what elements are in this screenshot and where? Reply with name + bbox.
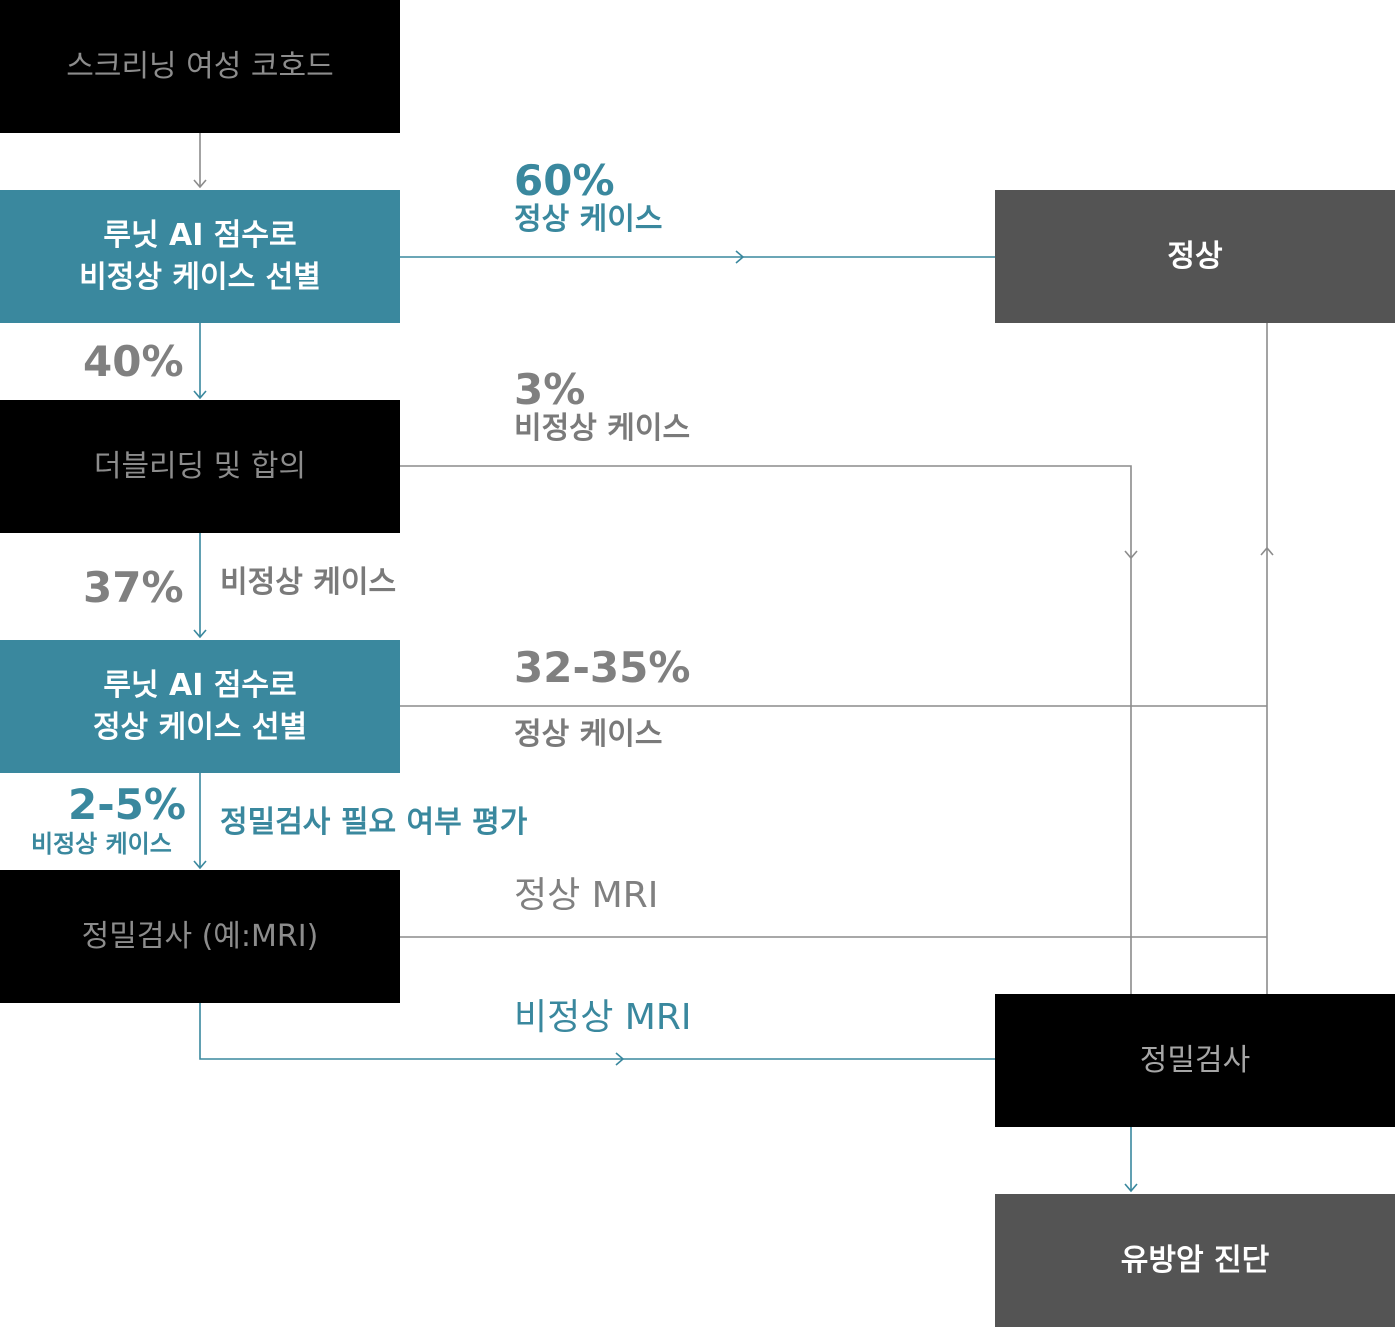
label-3-pct: 3% <box>514 365 586 414</box>
node-diagnosis: 유방암 진단 <box>995 1194 1395 1327</box>
label-2-5-abnormal-case: 비정상 케이스 <box>31 830 172 858</box>
node-workup-right: 정밀검사 <box>995 994 1395 1127</box>
label-normal-mri: 정상 MRI <box>514 875 659 916</box>
arrowhead <box>193 390 207 400</box>
node-workup-mri: 정밀검사 (예:MRI) <box>0 870 400 1003</box>
label-32-35-normal-case: 정상 케이스 <box>514 717 663 752</box>
arrowhead <box>1260 546 1274 556</box>
arrowhead <box>735 250 745 264</box>
node-normal: 정상 <box>995 190 1395 323</box>
label-37-pct: 37% <box>83 563 184 612</box>
edge-double-to-workup <box>400 465 1132 994</box>
node-ai-abnormal-selection: 루닛 AI 점수로 비정상 케이스 선별 <box>0 190 400 323</box>
label-37-abnormal-case: 비정상 케이스 <box>220 565 397 600</box>
arrowhead <box>193 629 207 639</box>
label-2-5-pct: 2-5% <box>68 780 186 829</box>
arrowhead <box>193 179 207 189</box>
label-32-35-pct: 32-35% <box>514 643 691 692</box>
label-3-abnormal-case: 비정상 케이스 <box>514 411 691 446</box>
arrowhead <box>1124 550 1138 560</box>
label-abnormal-mri: 비정상 MRI <box>514 997 692 1038</box>
node-ai-normal-selection: 루닛 AI 점수로 정상 케이스 선별 <box>0 640 400 773</box>
label-workup-evaluation: 정밀검사 필요 여부 평가 <box>220 805 528 840</box>
node-double-reading: 더블리딩 및 합의 <box>0 400 400 533</box>
label-40-pct: 40% <box>83 337 184 386</box>
node-cohort: 스크리닝 여성 코호드 <box>0 0 400 133</box>
arrowhead <box>615 1052 625 1066</box>
arrowhead <box>1124 1183 1138 1193</box>
label-60-pct: 60% <box>514 156 615 205</box>
label-60-normal-case: 정상 케이스 <box>514 202 663 237</box>
arrowhead <box>193 860 207 870</box>
edge-mri-abnormal <box>199 1003 995 1060</box>
